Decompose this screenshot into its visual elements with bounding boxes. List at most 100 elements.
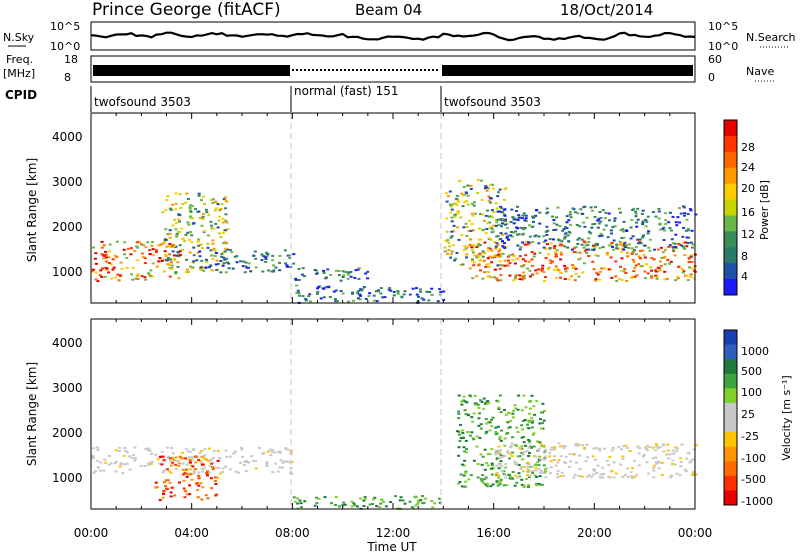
data-cell	[580, 475, 584, 478]
data-cell	[361, 287, 365, 290]
data-cell	[576, 242, 580, 245]
data-cell	[691, 458, 695, 461]
data-cell	[190, 478, 194, 481]
colorbar-swatch	[724, 247, 737, 264]
data-cell	[636, 207, 640, 210]
data-cell	[578, 225, 582, 228]
data-cell	[694, 213, 698, 216]
data-cell	[117, 279, 121, 282]
data-cell	[593, 469, 596, 472]
data-cell	[254, 467, 258, 470]
data-cell	[494, 431, 498, 433]
data-cell	[610, 276, 614, 279]
data-cell	[521, 233, 525, 236]
data-cell	[569, 216, 573, 219]
data-cell	[479, 423, 483, 426]
data-cell	[598, 247, 602, 250]
data-cell	[472, 438, 476, 441]
data-cell	[568, 453, 572, 456]
data-cell	[563, 226, 567, 229]
data-cell	[501, 218, 505, 221]
data-cell	[247, 266, 250, 269]
data-cell	[609, 256, 613, 259]
data-cell	[113, 254, 117, 257]
data-cell	[162, 490, 166, 493]
data-cell	[472, 204, 476, 207]
data-cell	[671, 449, 675, 452]
data-cell	[178, 244, 182, 247]
data-cell	[486, 400, 490, 402]
data-cell	[572, 453, 576, 456]
beam-title: Beam 04	[355, 1, 422, 19]
data-cell	[553, 247, 556, 250]
data-cell	[460, 429, 464, 432]
data-cell	[213, 209, 217, 212]
data-cell	[659, 246, 663, 249]
data-cell	[593, 458, 597, 461]
colorbar-swatch	[724, 199, 737, 216]
data-cell	[609, 268, 613, 271]
data-cell	[503, 223, 507, 226]
data-cell	[567, 230, 571, 233]
vel-cbar-tick-neg100: -100	[741, 452, 766, 465]
data-cell	[366, 277, 370, 280]
data-cell	[514, 407, 518, 410]
data-cell	[359, 288, 363, 291]
data-cell	[470, 249, 474, 252]
data-cell	[343, 271, 347, 274]
data-cell	[644, 447, 648, 450]
data-cell	[622, 243, 626, 246]
data-cell	[557, 459, 561, 462]
data-cell	[504, 466, 508, 469]
data-cell	[177, 462, 181, 465]
data-cell	[490, 425, 494, 428]
data-cell	[530, 421, 534, 424]
data-cell	[168, 244, 172, 247]
data-cell	[269, 454, 273, 457]
data-cell	[464, 480, 468, 483]
data-cell	[526, 461, 530, 464]
data-cell	[514, 276, 517, 279]
data-cell	[503, 242, 506, 245]
data-cell	[465, 253, 469, 256]
data-cell	[631, 467, 634, 469]
data-cell	[326, 268, 330, 271]
nsky-tick-bottom: 10^0	[50, 40, 80, 53]
data-cell	[686, 213, 690, 216]
nave-label: Nave	[746, 65, 774, 78]
data-cell	[335, 269, 338, 272]
data-cell	[483, 478, 487, 481]
data-cell	[270, 270, 274, 273]
data-cell	[535, 272, 539, 275]
data-cell	[505, 235, 509, 238]
data-cell	[652, 469, 656, 472]
data-cell	[96, 280, 100, 283]
data-cell	[96, 446, 99, 449]
data-cell	[491, 483, 495, 486]
data-cell	[216, 226, 220, 229]
data-cell	[264, 260, 268, 263]
data-cell	[174, 228, 178, 231]
data-cell	[223, 250, 227, 253]
data-cell	[463, 201, 467, 204]
data-cell	[492, 211, 496, 214]
data-cell	[497, 445, 501, 448]
data-cell	[302, 275, 306, 278]
data-cell	[94, 252, 98, 255]
data-cell	[664, 212, 668, 215]
data-cell	[504, 218, 507, 221]
data-cell	[511, 477, 515, 480]
data-cell	[544, 470, 547, 473]
data-cell	[166, 479, 170, 482]
data-cell	[335, 300, 339, 303]
data-cell	[341, 270, 345, 273]
data-cell	[379, 292, 383, 295]
data-cell	[122, 248, 126, 251]
data-cell	[673, 242, 677, 245]
data-cell	[499, 478, 503, 481]
data-cell	[191, 217, 194, 220]
data-cell	[337, 274, 341, 276]
data-cell	[467, 229, 471, 232]
data-cell	[592, 268, 596, 271]
data-cell	[295, 291, 299, 294]
